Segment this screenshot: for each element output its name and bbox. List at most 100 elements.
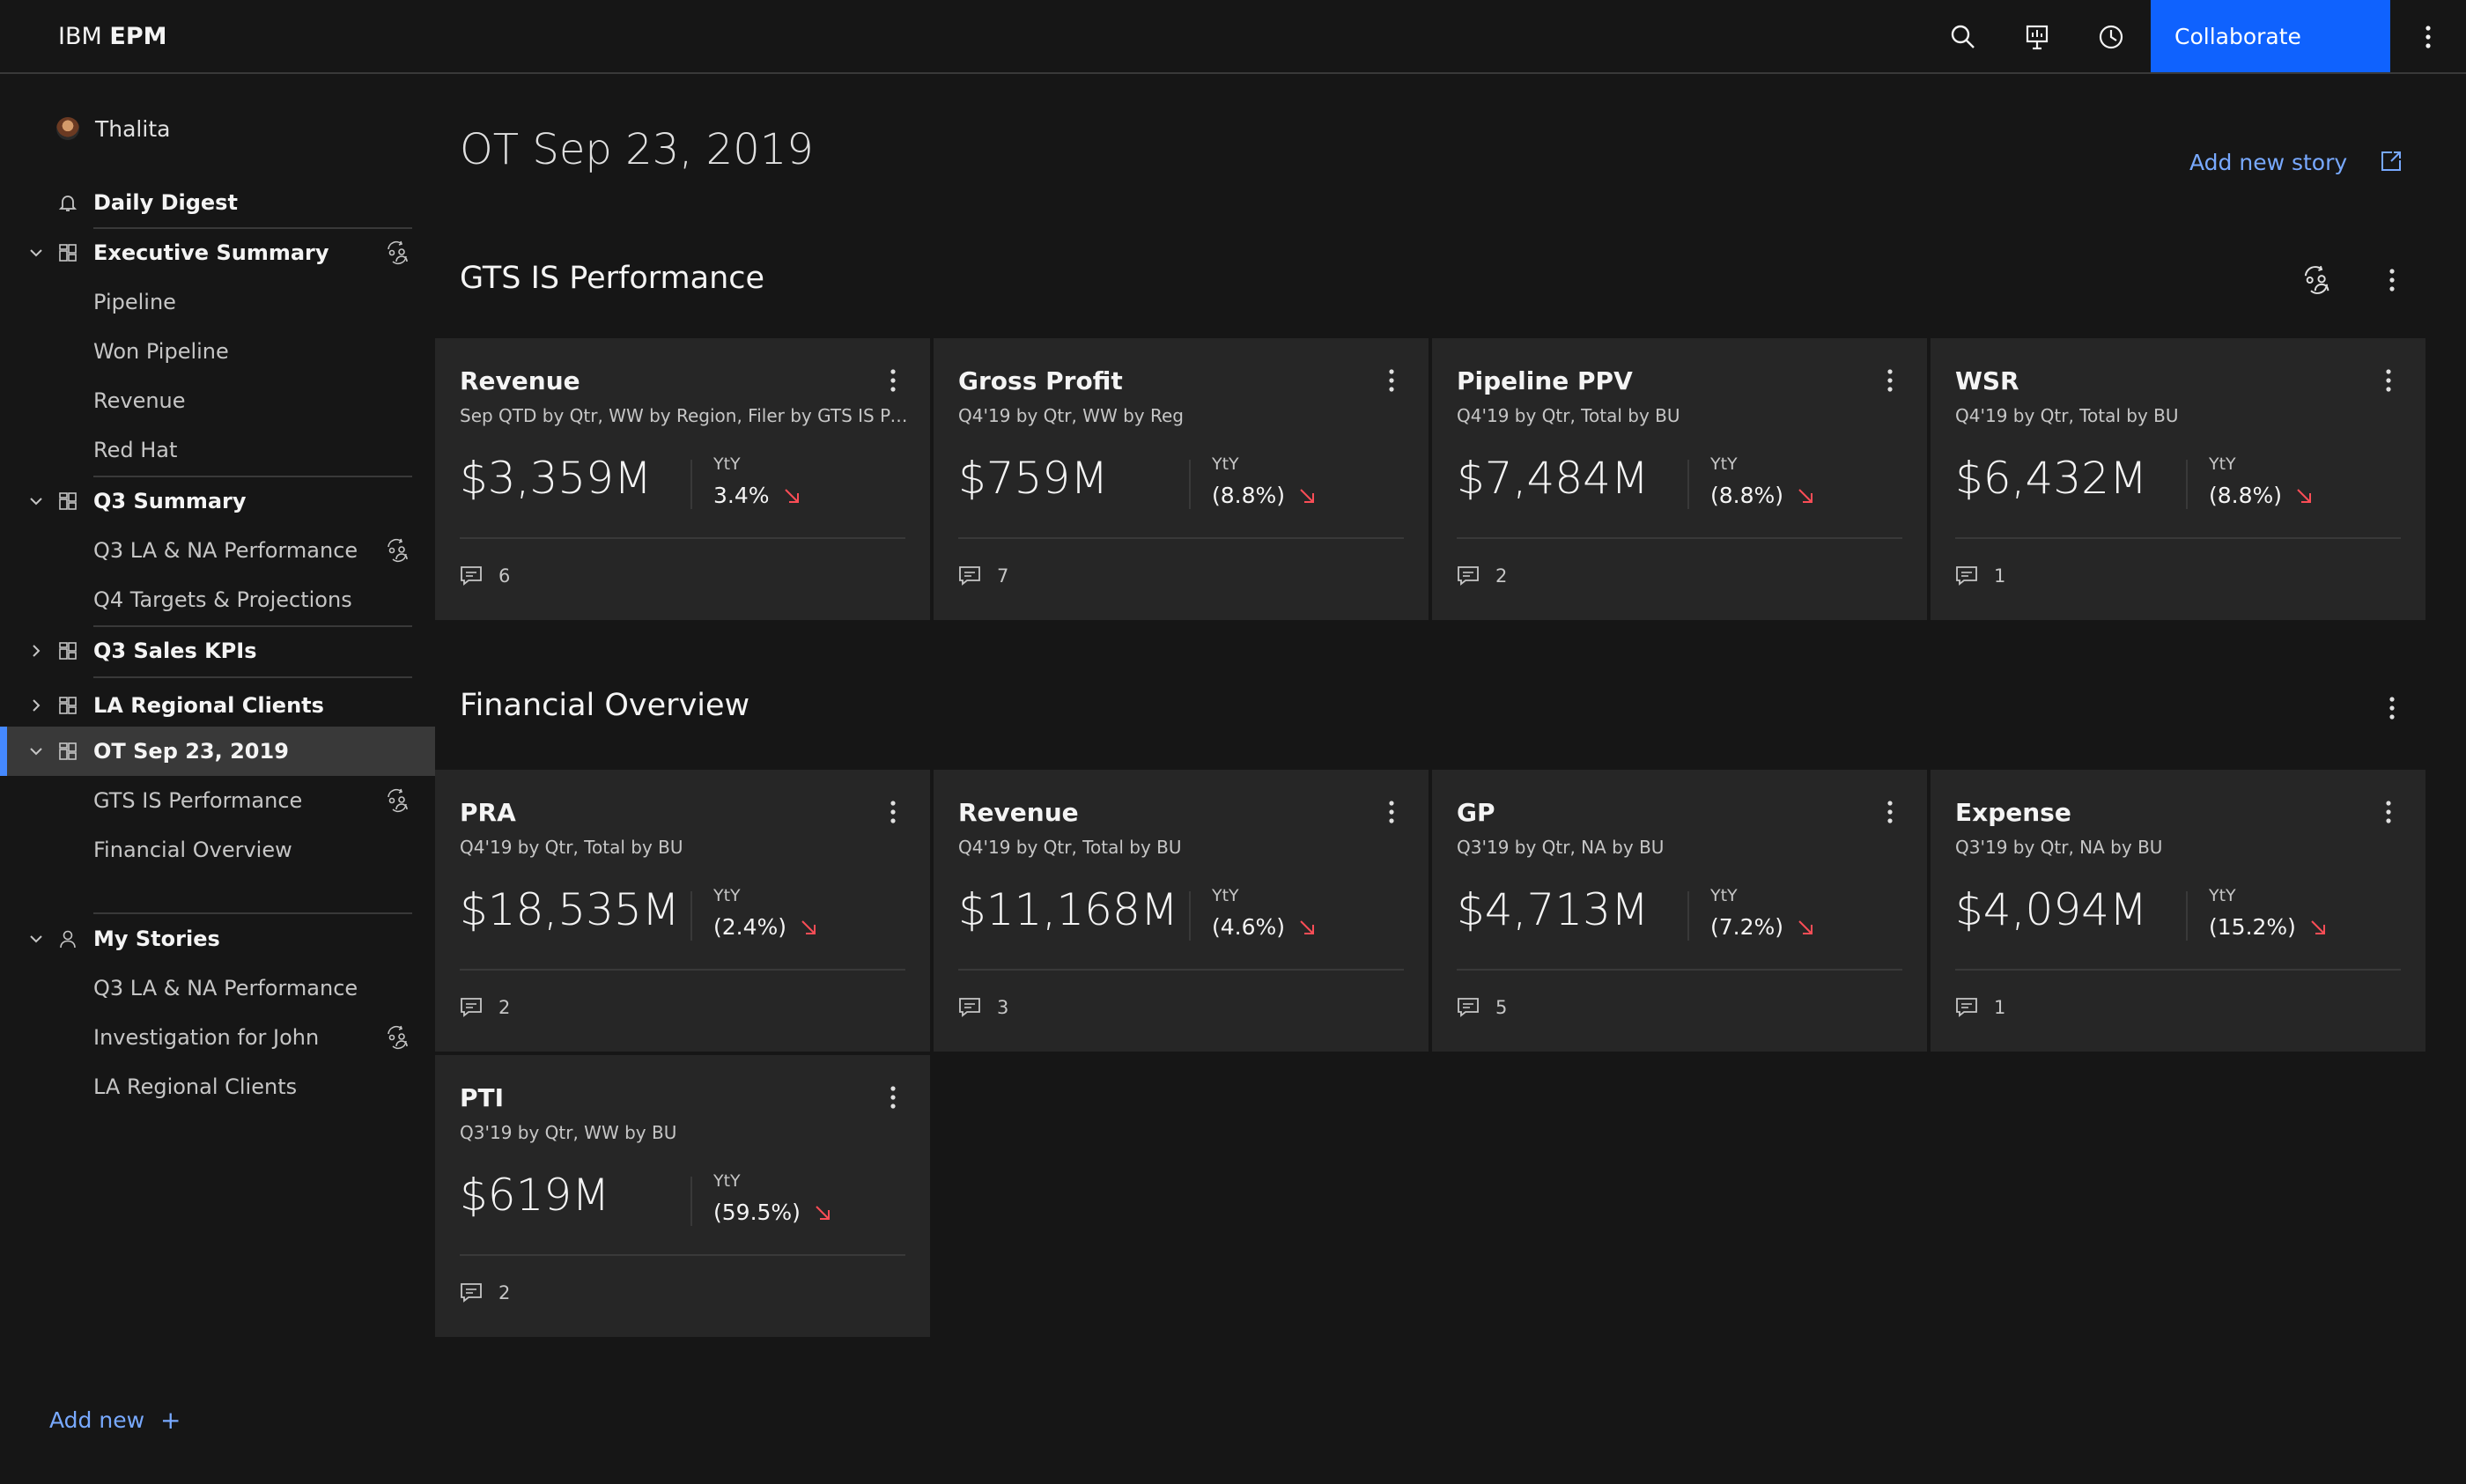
brand-name: EPM [109, 23, 167, 50]
shared-user-icon[interactable] [2299, 262, 2334, 298]
sidebar-item-my-stories[interactable]: My Stories [0, 914, 435, 963]
card-title: Pipeline PPV [1457, 366, 1633, 395]
card-subtitle: Q3'19 by Qtr, WW by BU [460, 1122, 677, 1143]
collaborate-button[interactable]: Collaborate [2151, 0, 2390, 72]
overflow-menu-icon[interactable] [2415, 18, 2441, 55]
sidebar-item-pipeline[interactable]: Pipeline [0, 277, 435, 327]
user-profile[interactable]: Thalita [56, 111, 170, 146]
comment-count: 2 [498, 1282, 511, 1303]
comments-button[interactable]: 2 [460, 1282, 510, 1303]
shared-user-icon[interactable] [384, 537, 410, 564]
overflow-menu-icon[interactable] [1381, 794, 1402, 830]
sidebar-item-won-pipeline[interactable]: Won Pipeline [0, 327, 435, 376]
yty-value: (8.8%) [1212, 483, 1286, 508]
sidebar-item-financial-overview[interactable]: Financial Overview [0, 825, 435, 875]
divider [93, 476, 412, 477]
sidebar-item-q3-sales-kpis[interactable]: Q3 Sales KPIs [0, 626, 435, 676]
sidebar-item-daily-digest[interactable]: Daily Digest [0, 178, 435, 227]
yty-value: (4.6%) [1212, 914, 1286, 940]
comments-button[interactable]: 2 [1457, 565, 1507, 587]
sidebar-item-investigation-john[interactable]: Investigation for John [0, 1013, 435, 1062]
chevron-right-icon[interactable] [26, 641, 46, 661]
chat-icon [1458, 566, 1479, 586]
yty-value: (8.8%) [2209, 483, 2283, 508]
overflow-menu-icon[interactable] [1879, 794, 1901, 830]
overflow-menu-icon[interactable] [882, 794, 904, 830]
sidebar-item-red-hat[interactable]: Red Hat [0, 425, 435, 475]
comments-button[interactable]: 3 [958, 997, 1008, 1018]
sidebar-item-ot-sep-23[interactable]: OT Sep 23, 2019 [0, 727, 435, 776]
kpi-card[interactable]: Gross Profit Q4'19 by Qtr, WW by Reg $759M… [934, 338, 1429, 620]
overflow-menu-icon[interactable] [1381, 363, 1402, 398]
sidebar-item-q3-la-na-performance[interactable]: Q3 LA & NA Performance [0, 526, 435, 575]
kpi-card[interactable]: Revenue Sep QTD by Qtr, WW by Region, Fil… [435, 338, 930, 620]
sidebar-item-label: Daily Digest [93, 190, 238, 215]
sidebar-item-revenue[interactable]: Revenue [0, 376, 435, 425]
sidebar-item-executive-summary[interactable]: Executive Summary [0, 228, 435, 277]
chevron-right-icon[interactable] [26, 696, 46, 715]
overflow-menu-icon[interactable] [882, 1080, 904, 1115]
sidebar-item-label: Q4 Targets & Projections [93, 587, 352, 612]
divider [1457, 537, 1902, 539]
avatar [56, 117, 79, 140]
sidebar-item-label: Q3 Summary [93, 489, 247, 513]
shared-user-icon[interactable] [384, 787, 410, 814]
kpi-card[interactable]: GP Q3'19 by Qtr, NA by BU $4,713M YtY (7.2%)… [1432, 770, 1927, 1052]
comments-button[interactable]: 5 [1457, 997, 1507, 1018]
kpi-card[interactable]: Pipeline PPV Q4'19 by Qtr, Total by BU $7,… [1432, 338, 1927, 620]
shared-user-icon[interactable] [384, 240, 410, 266]
chat-icon [1458, 998, 1479, 1017]
kpi-card[interactable]: PTI Q3'19 by Qtr, WW by BU $619M YtY (59.5%)… [435, 1055, 930, 1337]
sidebar-item-gts-is-performance[interactable]: GTS IS Performance [0, 776, 435, 825]
arrow-down-right-icon [1297, 918, 1317, 937]
card-title: Expense [1955, 798, 2071, 827]
sidebar-item-q3-summary[interactable]: Q3 Summary [0, 476, 435, 526]
sidebar-item-label: Executive Summary [93, 240, 329, 265]
yty-label: YtY [1710, 454, 1738, 474]
sidebar-item-la-regional-clients[interactable]: LA Regional Clients [0, 681, 435, 730]
add-new-button[interactable]: Add new + [49, 1406, 181, 1435]
divider [690, 1177, 692, 1226]
card-value: $11,168M [958, 884, 1178, 935]
comments-button[interactable]: 7 [958, 565, 1008, 587]
kpi-card[interactable]: Expense Q3'19 by Qtr, NA by BU $4,094M YtY (… [1931, 770, 2425, 1052]
history-icon[interactable] [2093, 18, 2130, 55]
card-subtitle: Sep QTD by Qtr, WW by Region, Filer by G… [460, 405, 918, 426]
overflow-menu-icon[interactable] [882, 363, 904, 398]
dashboard-icon [56, 694, 79, 717]
divider [1189, 891, 1191, 941]
comments-button[interactable]: 1 [1955, 565, 2005, 587]
kpi-card[interactable]: Revenue Q4'19 by Qtr, Total by BU $11,168M… [934, 770, 1429, 1052]
comments-button[interactable]: 1 [1955, 997, 2005, 1018]
overflow-menu-icon[interactable] [2374, 262, 2410, 298]
shared-user-icon[interactable] [384, 1024, 410, 1051]
kpi-card[interactable]: PRA Q4'19 by Qtr, Total by BU $18,535M YtY (… [435, 770, 930, 1052]
sidebar-item-q4-targets[interactable]: Q4 Targets & Projections [0, 575, 435, 624]
launch-icon[interactable] [2378, 148, 2404, 174]
presentation-icon[interactable] [2019, 18, 2056, 55]
search-icon[interactable] [1945, 18, 1982, 55]
app-brand[interactable]: IBM EPM [58, 23, 166, 50]
comments-button[interactable]: 2 [460, 997, 510, 1018]
divider [2186, 891, 2188, 941]
comments-button[interactable]: 6 [460, 565, 510, 587]
overflow-menu-icon[interactable] [2378, 794, 2399, 830]
kpi-card[interactable]: WSR Q4'19 by Qtr, Total by BU $6,432M YtY (8… [1931, 338, 2425, 620]
overflow-menu-icon[interactable] [2374, 690, 2410, 726]
chevron-down-icon[interactable] [26, 491, 46, 511]
arrow-down-right-icon [813, 1203, 832, 1222]
yty-value: (59.5%) [713, 1200, 801, 1225]
card-value: $619M [460, 1170, 610, 1221]
overflow-menu-icon[interactable] [1879, 363, 1901, 398]
chevron-down-icon[interactable] [26, 243, 46, 262]
sidebar-item-my-q3-la-na[interactable]: Q3 LA & NA Performance [0, 963, 435, 1013]
sidebar-item-my-la-regional[interactable]: LA Regional Clients [0, 1062, 435, 1111]
chevron-down-icon[interactable] [26, 929, 46, 949]
card-value: $4,713M [1457, 884, 1650, 935]
sidebar: Thalita Daily Digest Executive Summary P… [0, 74, 435, 1484]
yty-label: YtY [713, 454, 741, 474]
add-new-story-link[interactable]: Add new story [2189, 150, 2348, 175]
comment-count: 6 [498, 565, 511, 587]
overflow-menu-icon[interactable] [2378, 363, 2399, 398]
chevron-down-icon[interactable] [26, 742, 46, 761]
